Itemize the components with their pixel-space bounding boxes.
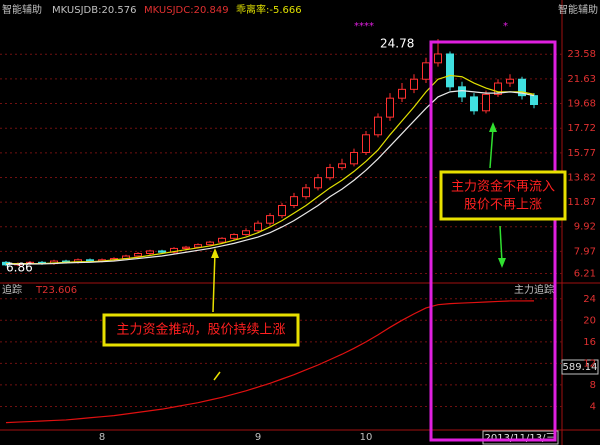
- candle-body: [338, 163, 346, 169]
- panel-title: 追踪: [2, 283, 22, 296]
- panel-title-right: 主力追踪: [514, 283, 554, 296]
- y-tick-label: 11.87: [567, 197, 596, 208]
- arrow: [499, 225, 503, 263]
- candle-body: [158, 250, 166, 253]
- arrow-head: [498, 258, 506, 268]
- candle-body: [398, 88, 406, 99]
- y-tick-label: 23.58: [567, 49, 596, 60]
- y-tick-label: 20: [583, 315, 596, 326]
- indicator: MKUSJDC:20.849: [144, 5, 229, 16]
- side-label: 589.14: [563, 362, 598, 373]
- series-line: [6, 90, 535, 265]
- panel-title: 智能辅助: [2, 3, 42, 16]
- candle-body: [266, 215, 274, 224]
- y-tick-label: 19.68: [567, 98, 596, 109]
- low-label: 6.86: [6, 261, 33, 275]
- candle-body: [506, 78, 514, 84]
- y-tick-label: 24: [583, 294, 596, 305]
- candle-body: [302, 187, 310, 198]
- candle-body: [350, 151, 358, 165]
- candle-body: [434, 53, 442, 64]
- annotation: 主力资金不再流入: [451, 179, 555, 195]
- panel-title-right: 智能辅助: [558, 3, 598, 16]
- x-tick-label: 8: [99, 432, 105, 443]
- candle-body: [290, 196, 298, 207]
- candle-body: [182, 246, 190, 249]
- candle-body: [278, 205, 286, 217]
- candle-body: [446, 53, 454, 88]
- y-tick-label: 21.63: [567, 74, 596, 85]
- marker: *: [503, 21, 508, 32]
- candle-body: [470, 96, 478, 112]
- candle-body: [422, 62, 430, 80]
- plot: 23.58 21.63 19.68 17.72 15.77 13.82 11.87 9.92 7…: [0, 3, 596, 443]
- y-tick-label: 15.77: [567, 148, 596, 159]
- candle-body: [86, 259, 94, 262]
- candle-body: [170, 247, 178, 253]
- y-tick-label: 17.72: [567, 123, 596, 134]
- indicator: 乖离率:-5.666: [236, 3, 302, 16]
- candle-body: [362, 134, 370, 153]
- candle-body: [134, 252, 142, 257]
- y-tick-label: 16: [583, 337, 596, 348]
- arrow: [489, 127, 494, 169]
- x-tick-label: 10: [360, 432, 373, 443]
- arrow: [212, 251, 216, 313]
- x-tick-label: 9: [255, 432, 261, 443]
- peak-label: 24.78: [380, 37, 414, 51]
- arrow: [213, 371, 221, 381]
- candle-body: [494, 82, 502, 95]
- annotation-box: [439, 170, 567, 221]
- y-tick-label: 6.21: [574, 269, 596, 280]
- candle-body: [206, 241, 214, 246]
- indicator: MKUSJDB:20.576: [52, 5, 136, 16]
- annotation: 股价不再上涨: [464, 198, 542, 213]
- annotation-box: [102, 313, 300, 347]
- y-tick-label: 9.92: [574, 222, 596, 233]
- candle-body: [518, 78, 526, 97]
- y-tick-label: 7.97: [574, 246, 596, 257]
- arrow-head: [211, 248, 219, 258]
- candle-body: [254, 222, 262, 232]
- y-tick-label: 13.82: [567, 172, 596, 183]
- candle-body: [242, 230, 250, 236]
- highlight-box: [429, 40, 557, 442]
- candle-body: [374, 116, 382, 136]
- candle-body: [314, 177, 322, 189]
- indicator-value: T23.606: [35, 285, 77, 296]
- marker: ****: [354, 21, 374, 32]
- value-box: [561, 359, 599, 375]
- y-tick-label: 12: [583, 358, 596, 369]
- series-line: [6, 74, 535, 265]
- series-line: [5, 300, 535, 424]
- candle-body: [194, 244, 202, 248]
- annotation: 主力资金推动，股价持续上涨: [116, 322, 285, 338]
- candle-body: [386, 97, 394, 118]
- candle-body: [530, 95, 538, 105]
- overlay: 主力资金推动，股价持续上涨 主力资金不再流入 股价不再上涨 **** * 24.…: [6, 21, 567, 442]
- candle-body: [326, 167, 334, 179]
- candle-body: [410, 78, 418, 90]
- y-tick-label: 4: [590, 401, 596, 412]
- candle-body: [230, 234, 238, 239]
- candle-body: [482, 93, 490, 112]
- candle-body: [146, 250, 154, 254]
- candle-body: [458, 86, 466, 98]
- candle-body: [218, 237, 226, 243]
- arrow-head: [489, 122, 497, 132]
- y-tick-label: 8: [590, 380, 596, 391]
